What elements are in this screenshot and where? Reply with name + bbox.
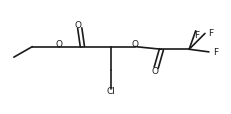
Text: F: F: [194, 31, 199, 40]
Text: O: O: [55, 39, 62, 48]
Text: F: F: [212, 48, 217, 57]
Text: F: F: [207, 28, 212, 37]
Text: O: O: [151, 66, 158, 75]
Text: O: O: [75, 21, 82, 29]
Text: Cl: Cl: [106, 86, 115, 95]
Text: O: O: [131, 39, 138, 48]
